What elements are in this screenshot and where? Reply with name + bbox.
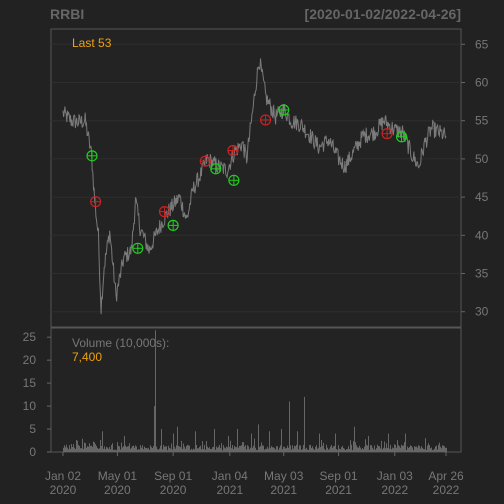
sell-signal-marker (158, 206, 171, 218)
x-tick-label: Apr 26 (428, 469, 464, 483)
volume-bars (63, 330, 447, 452)
price-tick-label: 40 (475, 228, 489, 242)
price-tick-label: 30 (475, 305, 489, 319)
x-tick-label: Jan 04 (212, 469, 248, 483)
volume-tick-label: 20 (23, 353, 37, 367)
volume-panel (50, 327, 462, 453)
buy-signal-marker (86, 150, 98, 162)
sell-signal-marker (199, 155, 211, 167)
sell-signal-marker (90, 196, 102, 208)
price-gridlines (51, 43, 461, 313)
price-tick-label: 35 (475, 267, 489, 281)
last-price-label: Last 53 (72, 36, 112, 50)
buy-signal-marker (210, 163, 222, 175)
x-tick-year: 2022 (433, 483, 460, 497)
x-tick-year: 2021 (216, 483, 243, 497)
price-tick-label: 50 (475, 152, 489, 166)
x-tick-year: 2020 (104, 483, 131, 497)
price-tick-label: 60 (475, 75, 489, 89)
volume-last-value: 7,400 (72, 350, 102, 364)
x-tick-year: 2021 (325, 483, 352, 497)
buy-signal-marker (167, 219, 179, 231)
volume-y-axis: 0 5 10 15 20 25 (23, 330, 51, 459)
buy-signal-marker (395, 131, 408, 143)
buy-signal-marker (132, 242, 144, 254)
price-tick-label: 65 (475, 37, 489, 51)
date-range: [2020-01-02/2022-04-26] (305, 6, 461, 22)
x-tick-label: May 01 (98, 469, 138, 483)
x-tick-label: Jan 02 (45, 469, 81, 483)
volume-tick-label: 10 (23, 399, 37, 413)
volume-tick-label: 0 (29, 445, 36, 459)
x-tick-year: 2021 (270, 483, 297, 497)
x-tick-year: 2020 (50, 483, 77, 497)
x-tick-year: 2022 (381, 483, 408, 497)
sell-signal-marker (260, 114, 272, 126)
volume-tick-label: 25 (23, 330, 37, 344)
price-y-axis: 30 35 40 45 50 55 60 65 (461, 37, 489, 319)
price-series-line (62, 58, 447, 315)
x-tick-year: 2020 (160, 483, 187, 497)
volume-tick-label: 5 (29, 422, 36, 436)
buy-signal-marker (278, 104, 290, 116)
price-panel (50, 28, 462, 328)
volume-tick-label: 15 (23, 376, 37, 390)
chart-title: RRBI (50, 6, 84, 22)
price-tick-label: 45 (475, 190, 489, 204)
x-tick-label: Jan 03 (377, 469, 413, 483)
volume-label: Volume (10,000s): (72, 336, 169, 350)
x-tick-label: Sep 01 (320, 469, 358, 483)
buy-signal-marker (228, 174, 240, 186)
sell-signal-marker (227, 144, 239, 157)
trade-signals (86, 104, 408, 254)
price-tick-label: 55 (475, 114, 489, 128)
x-tick-label: May 03 (264, 469, 304, 483)
sell-signal-marker (381, 128, 393, 140)
x-tick-label: Sep 01 (154, 469, 192, 483)
